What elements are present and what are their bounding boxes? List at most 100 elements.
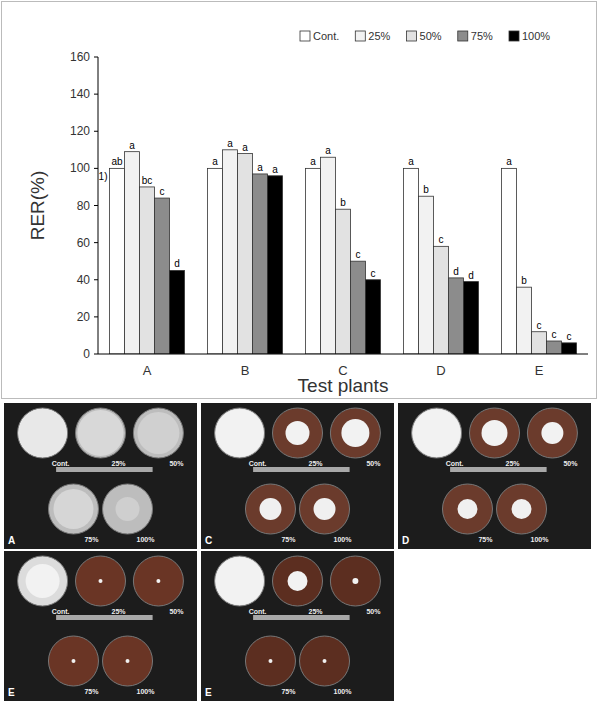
photo-background	[4, 403, 197, 549]
photo-panel: Cont.25%50%75%100%C	[201, 403, 394, 549]
petri-dish	[527, 408, 577, 458]
significance-letter: b	[340, 197, 346, 208]
bar	[404, 168, 419, 354]
dish-label: 25%	[111, 608, 126, 615]
bar	[419, 196, 434, 354]
colony	[126, 659, 130, 663]
colony	[352, 578, 358, 584]
colony	[314, 498, 336, 520]
dish-label: 100%	[334, 688, 353, 695]
dish-label: 75%	[281, 688, 296, 695]
bar	[268, 176, 283, 354]
legend-swatch	[509, 31, 519, 41]
x-tick-label: E	[535, 363, 544, 378]
y-tick-label: 0	[83, 347, 90, 361]
y-tick	[94, 57, 98, 58]
y-tick	[94, 94, 98, 95]
significance-letter: a	[129, 140, 135, 151]
ruler	[450, 467, 547, 472]
colony	[26, 564, 60, 598]
bar	[449, 278, 464, 354]
y-tick	[94, 279, 98, 280]
dish-label: Cont.	[52, 608, 70, 615]
photo-background	[398, 403, 591, 549]
dish-label: 100%	[137, 688, 156, 695]
significance-letter: a	[227, 138, 233, 149]
legend-swatch	[300, 31, 310, 41]
bar	[517, 287, 532, 354]
bar	[321, 157, 336, 354]
legend-label: 100%	[522, 30, 550, 42]
colony	[341, 419, 369, 447]
dish-label: 100%	[137, 536, 156, 543]
significance-letter: c	[567, 331, 572, 342]
significance-letter: a	[212, 156, 218, 167]
legend-swatch	[355, 31, 365, 41]
x-axis-title: Test plants	[298, 375, 389, 396]
bar	[502, 168, 517, 354]
colony	[216, 557, 264, 605]
colony	[71, 659, 75, 663]
colony	[512, 499, 532, 519]
petri-dish	[215, 556, 265, 606]
significance-letter: a	[242, 142, 248, 153]
significance-letter: a	[408, 156, 414, 167]
significance-letter: c	[439, 234, 444, 245]
colony	[457, 499, 477, 519]
colony	[99, 579, 103, 583]
dish-label: 25%	[505, 460, 520, 467]
petri-dish	[497, 484, 547, 534]
petri-dish	[412, 408, 462, 458]
petri-dish	[18, 556, 68, 606]
colony	[78, 410, 124, 456]
petri-dish	[273, 408, 323, 458]
colony	[288, 571, 308, 591]
dish-label: 50%	[366, 460, 381, 467]
photo-panel: Cont.25%50%75%100%A	[4, 403, 197, 549]
photo-background	[201, 403, 394, 549]
y-tick-label: 20	[77, 310, 91, 324]
bar	[532, 332, 547, 354]
petri-dish	[103, 636, 153, 686]
petri-dish	[273, 556, 323, 606]
dish-label: 100%	[531, 536, 550, 543]
colony	[53, 489, 93, 529]
photo-panel: Cont.25%50%75%100%E	[4, 551, 197, 701]
y-tick	[94, 205, 98, 206]
significance-letter: b	[423, 184, 429, 195]
y-axis-title: RER(%)	[27, 171, 48, 241]
y-tick-label: 80	[77, 199, 91, 213]
petri-dish	[76, 408, 126, 458]
figure: 020406080100120140160abaaaaaaabbbcabccca…	[0, 0, 598, 703]
x-tick-label: D	[436, 363, 445, 378]
significance-letter: b	[521, 275, 527, 286]
dish-label: Cont.	[446, 460, 464, 467]
legend-label: 25%	[368, 30, 390, 42]
petri-dish	[330, 408, 380, 458]
dish-label: Cont.	[249, 608, 267, 615]
ruler	[56, 615, 153, 620]
chart-frame	[2, 2, 597, 399]
petri-dish	[300, 636, 350, 686]
significance-letter: a	[506, 156, 512, 167]
bar	[336, 209, 351, 354]
photo-panel: Cont.25%50%75%100%E	[201, 551, 394, 701]
petri-dish	[442, 484, 492, 534]
significance-letter: a	[325, 145, 331, 156]
significance-letter: c	[371, 268, 376, 279]
bar	[562, 343, 577, 354]
dish-label: 50%	[169, 608, 184, 615]
y-tick-label: 60	[77, 236, 91, 250]
significance-letter: d	[468, 270, 474, 281]
dish-label: 25%	[308, 460, 323, 467]
legend-swatch	[407, 31, 417, 41]
significance-letter: c	[537, 320, 542, 331]
y-tick-label: 120	[70, 124, 90, 138]
dish-label: 75%	[84, 536, 99, 543]
dish-label: 50%	[169, 460, 184, 467]
y-tick-label: 40	[77, 273, 91, 287]
petri-dish	[18, 408, 68, 458]
significance-letter: a	[272, 164, 278, 175]
bar	[464, 282, 479, 354]
y-tick	[94, 354, 98, 355]
